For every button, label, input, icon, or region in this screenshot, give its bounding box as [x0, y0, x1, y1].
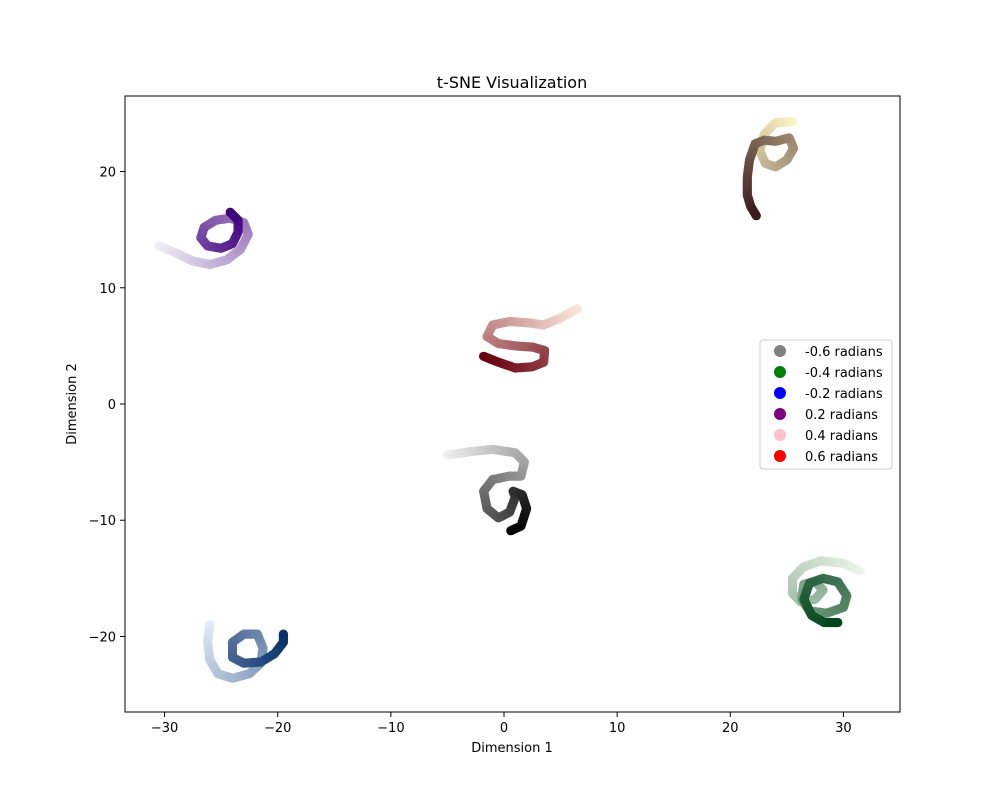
- x-axis: −30 −20 −10 0 10 20 30: [151, 712, 852, 736]
- series-layer: [154, 117, 866, 683]
- legend-label: -0.4 radians: [805, 366, 883, 381]
- legend-marker: [774, 450, 786, 462]
- x-tick-label: −10: [377, 721, 404, 736]
- legend-marker: [774, 366, 786, 378]
- legend-label: 0.2 radians: [805, 408, 878, 423]
- y-tick-label: −10: [89, 514, 116, 529]
- legend-marker: [774, 345, 786, 357]
- series-1: [787, 556, 866, 628]
- series-4-point: [751, 211, 761, 221]
- x-tick-label: 0: [500, 721, 508, 736]
- series-0-point: [506, 526, 516, 536]
- series-3: [154, 207, 253, 270]
- y-axis: −20 −10 0 10 20: [89, 166, 125, 645]
- legend-marker: [774, 387, 786, 399]
- series-3-point: [225, 207, 235, 217]
- legend: -0.6 radians -0.4 radians -0.2 radians 0.2 …: [759, 339, 893, 470]
- y-tick-label: 10: [99, 282, 116, 297]
- series-5: [479, 304, 583, 373]
- series-2-point: [278, 629, 288, 639]
- x-tick-label: −30: [151, 721, 178, 736]
- x-tick-label: −20: [264, 721, 291, 736]
- x-tick-label: 20: [722, 721, 739, 736]
- series-0: [442, 444, 532, 536]
- chart-title: t-SNE Visualization: [437, 73, 587, 92]
- y-tick-label: −20: [89, 630, 116, 645]
- legend-marker: [774, 429, 786, 441]
- series-4: [742, 117, 799, 221]
- legend-frame: [759, 339, 893, 470]
- legend-marker: [774, 408, 786, 420]
- y-tick-label: 20: [99, 166, 116, 181]
- y-tick-label: 0: [108, 398, 116, 413]
- legend-label: -0.6 radians: [805, 345, 883, 360]
- legend-label: 0.4 radians: [805, 429, 878, 444]
- x-axis-label: Dimension 1: [471, 741, 553, 756]
- legend-label: -0.2 radians: [805, 387, 883, 402]
- series-2: [203, 620, 288, 683]
- legend-label: 0.6 radians: [805, 450, 878, 465]
- y-axis-label: Dimension 2: [65, 363, 80, 445]
- x-tick-label: 30: [835, 721, 852, 736]
- x-tick-label: 10: [609, 721, 626, 736]
- series-1-point: [833, 617, 843, 628]
- series-5-point: [479, 351, 489, 361]
